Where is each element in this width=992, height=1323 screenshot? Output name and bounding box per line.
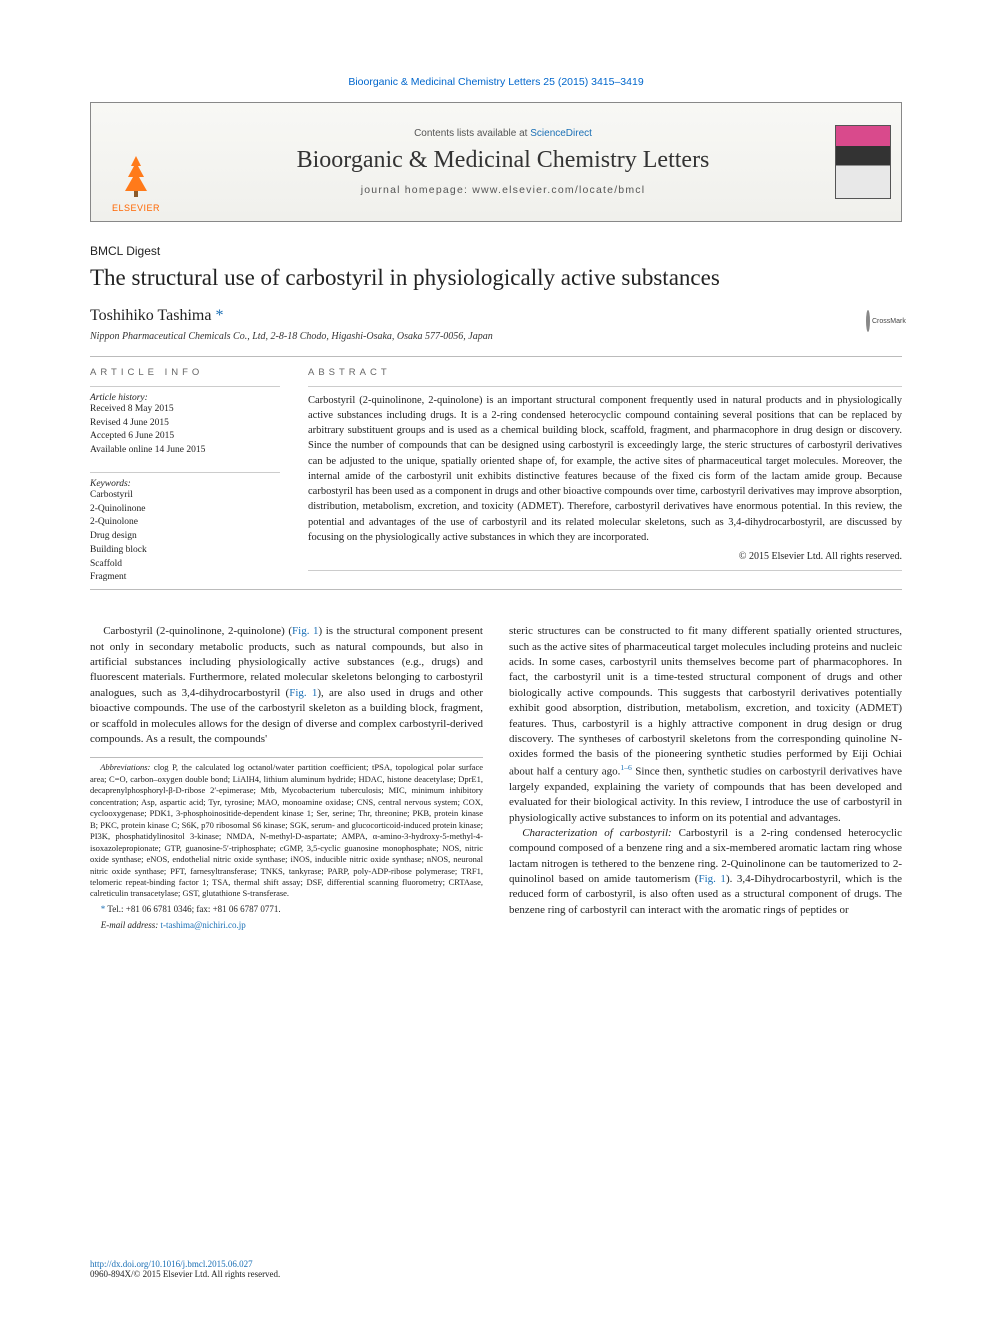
history-accepted: Accepted 6 June 2015 — [90, 430, 280, 444]
divider — [308, 570, 902, 571]
contents-prefix: Contents lists available at — [414, 128, 530, 139]
body-column-left: Carbostyril (2-quinolinone, 2-quinolone)… — [90, 624, 483, 931]
article-info-heading: ARTICLE INFO — [90, 367, 280, 378]
body-paragraph: steric structures can be constructed to … — [509, 624, 902, 826]
email-line: E-mail address: t-tashima@nichiri.co.jp — [90, 919, 483, 932]
keyword: Carbostyril — [90, 489, 280, 503]
abbreviations-block: Abbreviations: clog P, the calculated lo… — [90, 757, 483, 900]
section-label: BMCL Digest — [90, 244, 902, 258]
abstract-heading: ABSTRACT — [308, 367, 902, 378]
masthead: ELSEVIER Contents lists available at Sci… — [90, 102, 902, 222]
history-received: Received 8 May 2015 — [90, 403, 280, 417]
abbreviations-text: clog P, the calculated log octanol/water… — [90, 762, 483, 898]
crossmark-badge[interactable]: CrossMark — [866, 304, 900, 338]
keyword: Scaffold — [90, 558, 280, 572]
author-name: Toshihiko Tashima — [90, 307, 211, 324]
divider — [90, 589, 902, 590]
divider — [90, 356, 902, 357]
issn-copyright-line: 0960-894X/© 2015 Elsevier Ltd. All right… — [90, 1269, 280, 1279]
body-text: steric structures can be constructed to … — [509, 625, 902, 777]
abbreviations-label: Abbreviations: — [100, 762, 150, 772]
keyword: Building block — [90, 544, 280, 558]
email-label: E-mail address: — [101, 920, 161, 930]
run-in-heading: Characterization of carbostyril: — [522, 827, 672, 839]
divider — [90, 386, 280, 387]
author-email-link[interactable]: t-tashima@nichiri.co.jp — [160, 920, 245, 930]
corresponding-tel-fax: Tel.: +81 06 6781 0346; fax: +81 06 6787… — [105, 904, 280, 914]
crossmark-icon — [866, 310, 870, 332]
abstract-column: ABSTRACT Carbostyril (2-quinolinone, 2-q… — [308, 367, 902, 585]
body-text: Carbostyril (2-quinolinone, 2-quinolone)… — [103, 625, 292, 637]
article-title: The structural use of carbostyril in phy… — [90, 264, 902, 293]
publisher-block: ELSEVIER — [91, 103, 181, 221]
keyword: 2-Quinolone — [90, 516, 280, 530]
article-info-column: ARTICLE INFO Article history: Received 8… — [90, 367, 280, 585]
figure-link[interactable]: Fig. 1 — [289, 687, 317, 699]
author-line: Toshihiko Tashima * — [90, 307, 902, 325]
abstract-copyright: © 2015 Elsevier Ltd. All rights reserved… — [308, 551, 902, 562]
body-columns: Carbostyril (2-quinolinone, 2-quinolone)… — [90, 624, 902, 931]
contents-lists-line: Contents lists available at ScienceDirec… — [414, 128, 592, 139]
divider — [90, 472, 280, 473]
journal-citation: Bioorganic & Medicinal Chemistry Letters… — [90, 76, 902, 88]
history-revised: Revised 4 June 2015 — [90, 417, 280, 431]
abstract-text: Carbostyril (2-quinolinone, 2-quinolone)… — [308, 393, 902, 545]
journal-homepage: journal homepage: www.elsevier.com/locat… — [361, 184, 646, 196]
figure-link[interactable]: Fig. 1 — [698, 873, 725, 885]
keyword: Fragment — [90, 571, 280, 585]
keyword: 2-Quinolinone — [90, 503, 280, 517]
corresponding-author-mark: * — [215, 307, 223, 324]
sciencedirect-link[interactable]: ScienceDirect — [530, 128, 592, 139]
page-footer: http://dx.doi.org/10.1016/j.bmcl.2015.06… — [90, 1259, 902, 1279]
publisher-name: ELSEVIER — [112, 203, 160, 213]
crossmark-label: CrossMark — [872, 318, 906, 325]
figure-link[interactable]: Fig. 1 — [292, 625, 319, 637]
divider — [308, 386, 902, 387]
journal-cover-thumbnail — [835, 125, 891, 199]
corresponding-author-line: * Tel.: +81 06 6781 0346; fax: +81 06 67… — [90, 903, 483, 916]
elsevier-tree-icon — [111, 151, 161, 201]
body-paragraph: Characterization of carbostyril: Carbost… — [509, 826, 902, 918]
history-online: Available online 14 June 2015 — [90, 444, 280, 458]
keyword: Drug design — [90, 530, 280, 544]
author-affiliation: Nippon Pharmaceutical Chemicals Co., Ltd… — [90, 331, 902, 342]
doi-link[interactable]: http://dx.doi.org/10.1016/j.bmcl.2015.06… — [90, 1259, 253, 1269]
body-column-right: steric structures can be constructed to … — [509, 624, 902, 931]
keywords-label: Keywords: — [90, 479, 280, 489]
journal-title: Bioorganic & Medicinal Chemistry Letters — [297, 147, 710, 174]
body-paragraph: Carbostyril (2-quinolinone, 2-quinolone)… — [90, 624, 483, 747]
history-label: Article history: — [90, 393, 280, 403]
reference-link[interactable]: 1–6 — [620, 763, 632, 772]
